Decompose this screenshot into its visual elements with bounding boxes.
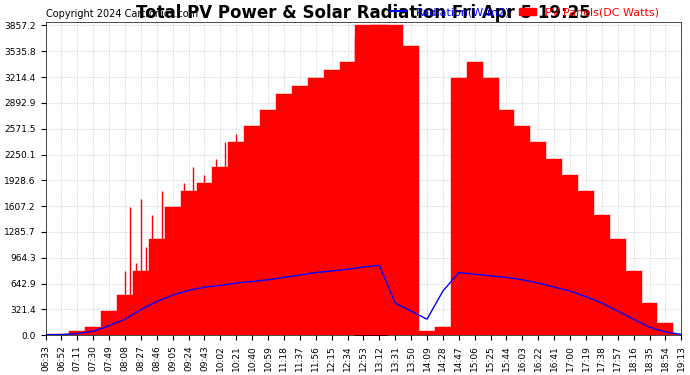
Legend: Radiation(W/m2), PV Panels(DC Watts): Radiation(W/m2), PV Panels(DC Watts): [386, 3, 663, 22]
Text: Copyright 2024 Cartronics.com: Copyright 2024 Cartronics.com: [46, 9, 197, 19]
Title: Total PV Power & Solar Radiation Fri Apr 5 19:25: Total PV Power & Solar Radiation Fri Apr…: [136, 4, 591, 22]
